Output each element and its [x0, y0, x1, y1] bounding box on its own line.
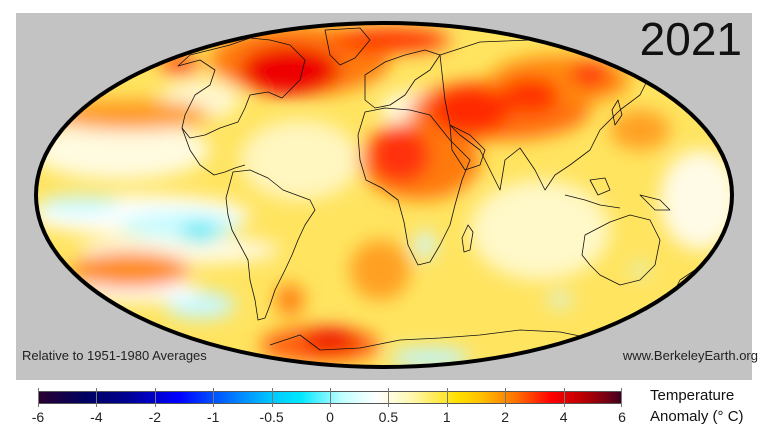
colorbar-tick [564, 388, 565, 407]
source-link[interactable]: www.BerkeleyEarth.org [622, 348, 758, 363]
globe-outline [34, 21, 734, 369]
colorbar-tick [155, 388, 156, 407]
year-label: 2021 [639, 13, 742, 65]
colorbar-tick-label: 1 [442, 409, 451, 425]
colorbar-tick [272, 388, 273, 407]
colorbar-tick [621, 388, 622, 407]
colorbar-tick-label: -2 [148, 409, 162, 425]
colorbar-tick-label: -1 [206, 409, 220, 425]
colorbar-title-line1: Temperature [650, 387, 735, 404]
colorbar-tick [447, 388, 448, 407]
colorbar-tick-label: 4 [559, 409, 568, 425]
colorbar-tick-label: -4 [90, 409, 103, 425]
colorbar-tick-label: 0 [326, 409, 334, 425]
baseline-caption: Relative to 1951-1980 Averages [22, 348, 207, 363]
colorbar-tick [388, 388, 389, 407]
colorbar-tick-label: 6 [618, 409, 626, 425]
colorbar-tick-label: -0.5 [259, 409, 284, 425]
colorbar-tick-label: 2 [501, 409, 510, 425]
colorbar-tick [213, 388, 214, 407]
coastlines [177, 27, 696, 351]
colorbar-tick-label: 0.5 [378, 409, 399, 425]
colorbar-tick [330, 388, 331, 407]
colorbar-tick [96, 388, 97, 407]
colorbar-tick-label: -6 [31, 409, 45, 425]
colorbar-title: Temperature Anomaly (° C) [650, 385, 744, 427]
colorbar-title-line2: Anomaly (° C) [650, 408, 744, 425]
colorbar-tick [38, 388, 39, 407]
anomaly-field [36, 23, 732, 367]
colorbar-tick [505, 388, 506, 407]
